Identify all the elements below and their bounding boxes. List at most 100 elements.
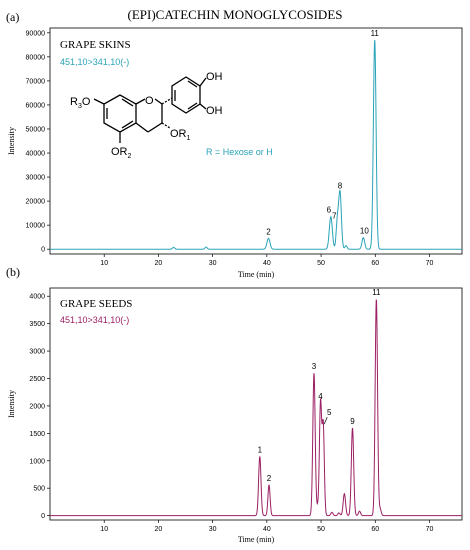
x-tick-label: 70 xyxy=(426,526,434,533)
plot-frame-a xyxy=(49,27,463,255)
oh-bottom-label: OH xyxy=(206,105,223,117)
x-axis-label-b: Time (min) xyxy=(238,535,275,544)
substituent-legend: R = Hexose or H xyxy=(206,147,273,157)
r2-subscript: 2 xyxy=(128,153,132,160)
panel-a-label: (a) xyxy=(6,10,19,24)
oh-top-label: OH xyxy=(206,71,223,83)
y-tick-label: 2500 xyxy=(29,376,45,383)
ring-oxygen-label: O xyxy=(145,95,154,107)
r3o-bond xyxy=(93,98,105,105)
x-tick-label: 50 xyxy=(317,260,325,267)
y-tick-label: 3000 xyxy=(29,349,45,356)
panel-grape-skins: (a) GRAPE SKINS 451,10>341,10(-) Intensi… xyxy=(6,10,463,279)
y-tick-label: 3500 xyxy=(29,321,45,328)
catechin-structure xyxy=(93,76,207,143)
sample-label-seeds: GRAPE SEEDS xyxy=(60,298,132,310)
b-ring xyxy=(171,76,201,114)
peak-labels-b: 1 2 3 45 9 11 xyxy=(258,288,381,483)
x-tick-label: 70 xyxy=(426,260,434,267)
c3-stereo-bond xyxy=(161,122,171,129)
ring-bond xyxy=(147,122,163,133)
y-axis-label-a: Intensity xyxy=(7,127,16,155)
a-ring-double-bond xyxy=(121,120,134,129)
y-tick-label: 2000 xyxy=(29,403,45,410)
y-tick-label: 40000 xyxy=(26,151,46,158)
r3-oxygen: O xyxy=(82,96,91,108)
b-ring-double-bond xyxy=(187,80,198,88)
oh-bond xyxy=(199,103,207,110)
or1-text: OR xyxy=(170,128,187,140)
x-tick-label: 10 xyxy=(100,260,108,267)
x-tick-label: 20 xyxy=(155,260,163,267)
x-tick-label: 60 xyxy=(371,526,379,533)
peak-label-2: 2 xyxy=(267,474,272,483)
x-tick-label: 10 xyxy=(100,526,108,533)
x-tick-label: 30 xyxy=(209,260,217,267)
peak-label-1: 1 xyxy=(258,445,263,454)
peak-label-8: 8 xyxy=(338,182,343,191)
chromatogram-trace-skins xyxy=(50,39,462,250)
ring-bond xyxy=(135,98,146,105)
x-tick-label: 60 xyxy=(371,260,379,267)
x-tick-label: 50 xyxy=(317,526,325,533)
peak-labels-a: 2 67 8 10 11 xyxy=(266,29,379,236)
x-tick-label: 40 xyxy=(263,260,271,267)
y-tick-label: 80000 xyxy=(26,54,46,61)
peak-label-4: 4 xyxy=(318,392,323,401)
y-tick-label: 10000 xyxy=(26,223,46,230)
peak-label-3: 3 xyxy=(312,362,317,371)
peak-label-11: 11 xyxy=(372,288,381,297)
y-tick-label: 90000 xyxy=(26,30,46,37)
y-tick-label: 50000 xyxy=(26,126,46,133)
peak-label-2: 2 xyxy=(266,227,271,236)
peak-label-7: 7 xyxy=(332,212,337,221)
y-tick-label: 30000 xyxy=(26,175,46,182)
y-tick-label: 20000 xyxy=(26,199,46,206)
panel-b-label: (b) xyxy=(6,265,20,279)
b-ring-double-bond xyxy=(187,102,198,110)
peak-5-leader xyxy=(323,416,328,425)
x-tick-label: 20 xyxy=(155,526,163,533)
c2-stereo-bond xyxy=(161,97,173,105)
or2-text: OR xyxy=(111,146,128,158)
transition-label-seeds: 451,10>341,10(-) xyxy=(60,315,129,325)
plot-frame-b xyxy=(49,287,463,521)
r3-subscript: 3 xyxy=(78,103,82,110)
structure-text: O OH OH R3O OR1 OR2 R = Hexose or H xyxy=(70,71,273,160)
r1-subscript: 1 xyxy=(187,135,191,142)
y-tick-label: 70000 xyxy=(26,78,46,85)
x-axis-label-a: Time (min) xyxy=(238,270,275,279)
y-tick-label: 1000 xyxy=(29,458,45,465)
peak-label-6: 6 xyxy=(327,206,332,215)
r3-text: R xyxy=(70,96,78,108)
or1-label: OR1 xyxy=(170,128,191,142)
y-axis-label-b: Intensity xyxy=(7,390,16,418)
or2-label: OR2 xyxy=(111,146,132,160)
ring-bond xyxy=(135,122,149,133)
axes-a: 10 20 30 40 50 60 70 0 10000 20000 30000 40000 50000… xyxy=(26,30,434,267)
ring-bond xyxy=(154,98,163,105)
y-tick-label: 0 xyxy=(41,513,45,520)
peak-label-9: 9 xyxy=(350,417,355,426)
axes-b: 10 20 30 40 50 60 7005001000150020002500300035… xyxy=(29,294,433,533)
panel-grape-seeds: (b) GRAPE SEEDS 451,10>341,10(-) Intensi… xyxy=(6,265,463,544)
y-tick-label: 0 xyxy=(41,247,45,254)
x-tick-label: 30 xyxy=(209,526,217,533)
peak-label-5: 5 xyxy=(327,408,332,417)
y-tick-label: 4000 xyxy=(29,294,45,301)
x-tick-label: 40 xyxy=(263,526,271,533)
transition-label-skins: 451,10>341,10(-) xyxy=(60,57,129,67)
y-tick-label: 500 xyxy=(33,486,45,493)
r3-label: R3O xyxy=(70,96,91,110)
peak-label-10: 10 xyxy=(360,227,369,236)
y-tick-label: 1500 xyxy=(29,431,45,438)
a-ring-double-bond xyxy=(121,98,134,107)
y-tick-label: 60000 xyxy=(26,102,46,109)
oh-bond xyxy=(199,77,207,87)
peak-label-11: 11 xyxy=(371,29,380,38)
sample-label-skins: GRAPE SKINS xyxy=(60,39,131,51)
a-ring xyxy=(103,94,137,133)
chromatogram-trace-seeds xyxy=(50,299,462,517)
figure-title: (EPI)CATECHIN MONOGLYCOSIDES xyxy=(127,7,342,22)
